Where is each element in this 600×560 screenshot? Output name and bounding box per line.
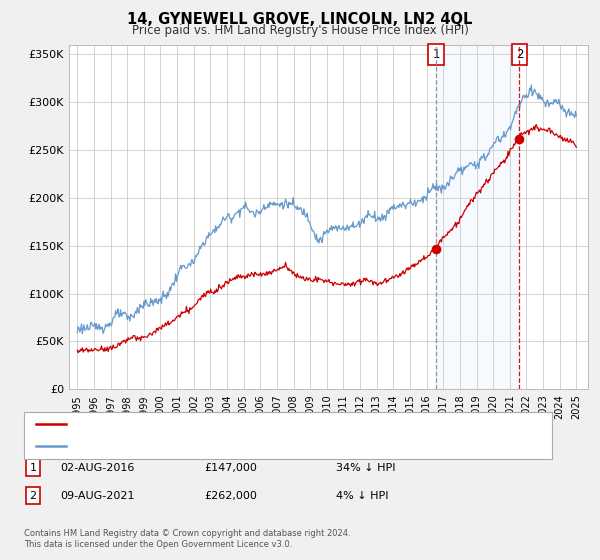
Text: £262,000: £262,000 bbox=[204, 491, 257, 501]
Text: 1: 1 bbox=[433, 48, 440, 61]
Text: Price paid vs. HM Land Registry's House Price Index (HPI): Price paid vs. HM Land Registry's House … bbox=[131, 24, 469, 36]
Text: HPI: Average price, detached house, Lincoln: HPI: Average price, detached house, Linc… bbox=[75, 441, 305, 451]
Text: 4% ↓ HPI: 4% ↓ HPI bbox=[336, 491, 389, 501]
Text: 02-AUG-2016: 02-AUG-2016 bbox=[60, 463, 134, 473]
Text: 2: 2 bbox=[29, 491, 37, 501]
Text: Contains HM Land Registry data © Crown copyright and database right 2024.
This d: Contains HM Land Registry data © Crown c… bbox=[24, 529, 350, 549]
Text: £147,000: £147,000 bbox=[204, 463, 257, 473]
Text: 14, GYNEWELL GROVE, LINCOLN, LN2 4QL (detached house): 14, GYNEWELL GROVE, LINCOLN, LN2 4QL (de… bbox=[75, 419, 389, 429]
Text: 2: 2 bbox=[516, 48, 523, 61]
Text: 14, GYNEWELL GROVE, LINCOLN, LN2 4QL: 14, GYNEWELL GROVE, LINCOLN, LN2 4QL bbox=[127, 12, 473, 27]
Text: 1: 1 bbox=[29, 463, 37, 473]
Bar bbox=[436, 45, 520, 389]
Text: 09-AUG-2021: 09-AUG-2021 bbox=[60, 491, 134, 501]
Text: 34% ↓ HPI: 34% ↓ HPI bbox=[336, 463, 395, 473]
